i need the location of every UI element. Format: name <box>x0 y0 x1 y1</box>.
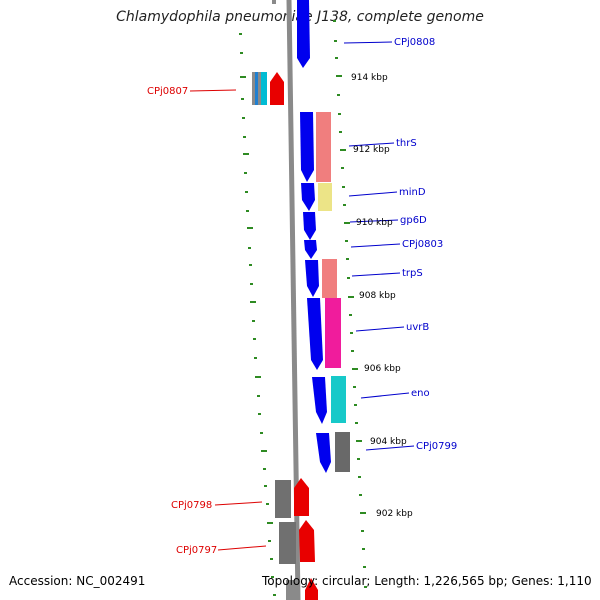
gene-label-gp6D[interactable]: gp6D <box>400 215 427 226</box>
forward-genes <box>297 0 331 473</box>
gene-label-cpj0807[interactable]: CPj0807 <box>147 86 188 97</box>
backbone-top-stub <box>272 0 276 4</box>
gene-label-minD[interactable]: minD <box>399 187 426 198</box>
gene-label-uvrB[interactable]: uvrB <box>406 322 429 333</box>
gene-trpS <box>305 260 319 297</box>
gene-label-cpj0808[interactable]: CPj0808 <box>394 37 435 48</box>
gene-label-trpS[interactable]: trpS <box>402 268 423 279</box>
gene-thrS <box>300 112 314 182</box>
accession-label: Accession: NC_002491 <box>9 574 146 588</box>
scale-label-912: 912 kbp <box>353 145 390 155</box>
gene-label-cpj0798[interactable]: CPj0798 <box>171 500 212 511</box>
gene-cpj0808 <box>297 0 310 68</box>
scale-label-914: 914 kbp <box>351 73 388 83</box>
gene-minD <box>301 183 315 211</box>
scale-labels: 914 kbp 912 kbp 910 kbp 908 kbp 906 kbp … <box>351 73 413 519</box>
gene-gp6D <box>303 212 316 240</box>
gene-label-eno[interactable]: eno <box>411 388 430 399</box>
leader-lines <box>189 41 415 551</box>
gene-label-cpj0803[interactable]: CPj0803 <box>402 239 443 250</box>
functional-bars <box>316 112 350 472</box>
gene-cpj0799 <box>316 433 331 473</box>
scale-label-904: 904 kbp <box>370 437 407 447</box>
reverse-genes <box>252 72 318 600</box>
scale-label-910: 910 kbp <box>356 218 393 228</box>
scale-label-908: 908 kbp <box>359 291 396 301</box>
gene-labels: CPj0808 CPj0807 thrS minD gp6D CPj0803 t… <box>147 37 457 556</box>
gene-label-cpj0799[interactable]: CPj0799 <box>416 441 457 452</box>
scale-label-902: 902 kbp <box>376 509 413 519</box>
outer-tick-column <box>333 20 367 588</box>
gene-uvrB <box>307 298 323 370</box>
inner-tick-column <box>239 33 276 596</box>
gene-eno <box>312 377 327 424</box>
gene-cpj0803 <box>304 240 317 259</box>
genome-summary: Topology: circular; Length: 1,226,565 bp… <box>262 574 592 588</box>
gene-label-cpj0797[interactable]: CPj0797 <box>176 545 217 556</box>
scale-label-906: 906 kbp <box>364 364 401 374</box>
gene-label-thrS[interactable]: thrS <box>396 138 417 149</box>
